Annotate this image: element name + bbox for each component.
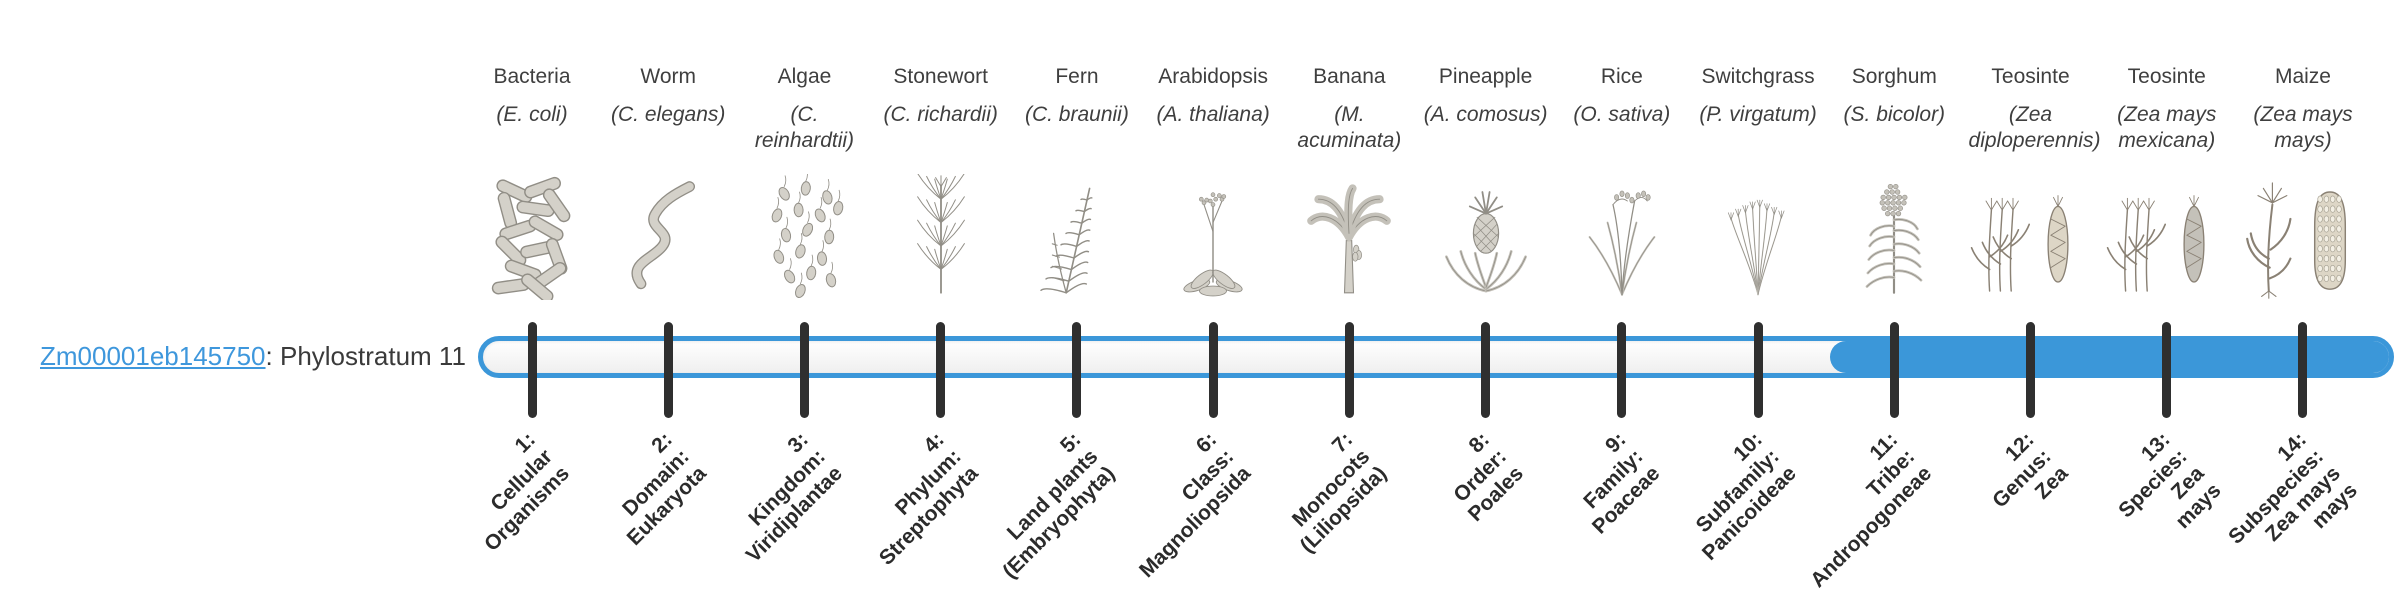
organism-common-name: Teosinte — [1991, 65, 2070, 88]
organism-species-name: (C. elegans) — [611, 103, 726, 126]
organism-common-name: Worm — [640, 65, 697, 88]
stratum-label: 12: Genus: Zea — [1988, 428, 2073, 513]
organism-species-name: (Zea mays mays) — [2253, 103, 2353, 152]
organism-common-name: Switchgrass — [1701, 65, 1815, 88]
stonewort-icon — [893, 172, 989, 300]
organism-species-name: (A. comosus) — [1423, 103, 1548, 126]
organism-top-label: Pineapple (A. comosus) — [1424, 64, 1548, 128]
stratum-label: 1: Cellular Organisms — [480, 428, 575, 556]
stratum-tick — [663, 322, 673, 418]
stratum-tick — [1344, 322, 1354, 418]
stratum-label: 9: Family: Poaceae — [1578, 428, 1665, 539]
stratum-tick — [936, 322, 946, 418]
bacteria-icon — [484, 172, 580, 300]
stratum-label: 4: Phylum: Streptophyta — [875, 428, 983, 570]
organism-species-name: (C. richardii) — [883, 103, 998, 126]
switchgrass-icon — [1710, 172, 1806, 300]
stratum-tick — [1617, 322, 1627, 418]
organism-top-label: Rice (O. sativa) — [1560, 64, 1684, 128]
organism-top-label: Arabidopsis (A. thaliana) — [1151, 64, 1275, 128]
stratum-label: 5: Land plants (Embryophyta) — [998, 428, 1120, 583]
stratum-tick — [2162, 322, 2172, 418]
fern-icon — [1029, 172, 1125, 300]
organism-common-name: Rice — [1600, 65, 1643, 88]
stratum-tick — [1208, 322, 1218, 418]
organism-species-name: (C. braunii) — [1024, 103, 1129, 126]
teosinte-mexicana-icon — [2101, 172, 2233, 300]
stratum-tick — [1889, 322, 1899, 418]
organism-common-name: Bacteria — [493, 65, 571, 88]
pineapple-icon — [1438, 172, 1534, 300]
timeline-bar — [478, 336, 2394, 378]
stratum-label: 2: Domain: Eukaryota — [617, 428, 711, 551]
organism-top-label: Fern (C. braunii) — [1015, 64, 1139, 128]
stratum-tick — [2298, 322, 2308, 418]
gene-label: Zm00001eb145750: Phylostratum 11 — [40, 341, 466, 372]
organism-species-name: (S. bicolor) — [1843, 103, 1946, 126]
organism-common-name: Stonewort — [893, 65, 988, 88]
stratum-tick — [799, 322, 809, 418]
organism-top-label: Teosinte (Zea mays mexicana) — [2105, 64, 2229, 154]
organism-species-name: (E. coli) — [496, 103, 568, 126]
organism-common-name: Algae — [777, 65, 832, 88]
stratum-tick — [2026, 322, 2036, 418]
organism-species-name: (C. reinhardtii) — [754, 103, 855, 152]
organism-top-label: Bacteria (E. coli) — [470, 64, 594, 128]
organism-common-name: Maize — [2274, 65, 2331, 88]
gene-phylostratum-text: : Phylostratum 11 — [265, 341, 466, 371]
gene-id-link[interactable]: Zm00001eb145750 — [40, 341, 266, 371]
organism-top-label: Teosinte (Zea diploperennis) — [1968, 64, 2101, 154]
worm-icon — [620, 172, 716, 300]
organism-top-label: Maize (Zea mays mays) — [2241, 64, 2365, 154]
stratum-tick — [1072, 322, 1082, 418]
organism-common-name: Fern — [1055, 65, 1099, 88]
organism-species-name: (Zea diploperennis) — [1968, 103, 2101, 152]
organism-species-name: (Zea mays mexicana) — [2117, 103, 2217, 152]
arabidopsis-icon — [1165, 172, 1261, 300]
organism-species-name: (M. acuminata) — [1297, 103, 1402, 152]
organism-common-name: Banana — [1313, 65, 1386, 88]
stratum-label: 8: Order: Poales — [1449, 428, 1528, 527]
organism-top-label: Algae (C. reinhardtii) — [742, 64, 866, 154]
stratum-label: 14: Subspecies: Zea mays mays — [2224, 428, 2363, 549]
organism-species-name: (P. virgatum) — [1699, 103, 1817, 126]
organism-species-name: (O. sativa) — [1573, 103, 1671, 126]
organism-top-label: Switchgrass (P. virgatum) — [1696, 64, 1820, 128]
stratum-tick — [527, 322, 537, 418]
organism-top-label: Worm (C. elegans) — [606, 64, 730, 128]
banana-icon — [1301, 172, 1397, 300]
organism-common-name: Teosinte — [2127, 65, 2206, 88]
organism-species-name: (A. thaliana) — [1156, 103, 1270, 126]
organism-top-label: Banana (M. acuminata) — [1287, 64, 1411, 154]
organism-common-name: Pineapple — [1438, 65, 1533, 88]
rice-icon — [1574, 172, 1670, 300]
sorghum-icon — [1846, 172, 1942, 300]
organism-common-name: Arabidopsis — [1158, 65, 1268, 88]
stratum-tick — [1481, 322, 1491, 418]
stratum-label: 7: Monocots (Liliopsida) — [1288, 428, 1392, 558]
organism-common-name: Sorghum — [1851, 65, 1937, 88]
organism-top-label: Sorghum (S. bicolor) — [1832, 64, 1956, 128]
stratum-label: 13: Species: Zea mays — [2114, 428, 2226, 534]
stratum-label: 3: Kingdom: Viridiplantae — [741, 428, 847, 568]
timeline-bar-fill — [1830, 341, 2389, 373]
organism-top-label: Stonewort (C. richardii) — [879, 64, 1003, 128]
stratum-label: 11: Tribe: Andropogoneae — [1806, 428, 1937, 593]
teosinte-diploperennis-icon — [1965, 172, 2097, 300]
stratum-label: 6: Class: Magnoliopsida — [1135, 428, 1256, 583]
algae-icon — [756, 172, 852, 300]
stratum-tick — [1753, 322, 1763, 418]
maize-icon — [2237, 172, 2369, 300]
